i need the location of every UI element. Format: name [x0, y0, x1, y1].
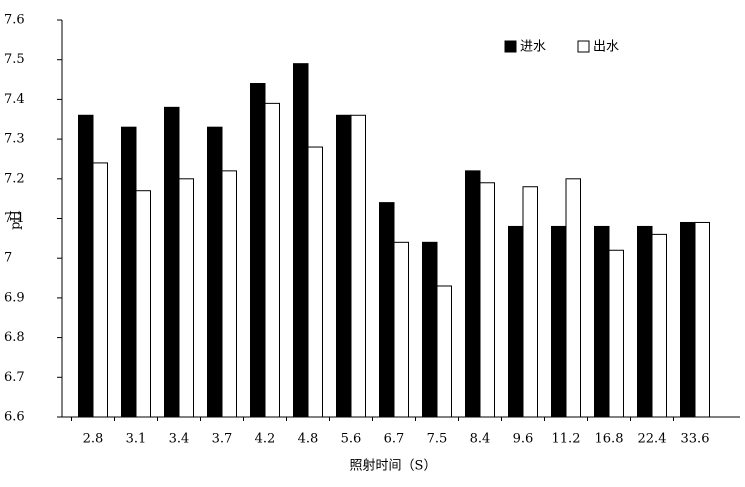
bar — [164, 106, 180, 418]
y-tick-label: 7.4 — [4, 92, 25, 107]
bar — [465, 170, 481, 418]
bar — [594, 225, 610, 418]
x-tick-label: 2.8 — [83, 432, 104, 447]
bar — [694, 221, 710, 418]
bar — [78, 114, 94, 418]
bar — [379, 202, 395, 418]
bar — [680, 221, 696, 418]
x-tick-label: 3.1 — [126, 432, 147, 447]
bar — [121, 126, 137, 418]
y-tick-label: 7.3 — [4, 132, 25, 147]
bar — [508, 225, 524, 418]
x-tick-label: 3.7 — [212, 432, 233, 447]
x-tick-label: 8.4 — [470, 432, 491, 447]
bar — [293, 63, 309, 418]
bar — [135, 190, 151, 418]
legend-label: 出水 — [593, 40, 619, 55]
y-tick-label: 6.8 — [4, 330, 25, 345]
x-tick-label: 7.5 — [427, 432, 448, 447]
bar — [608, 249, 624, 418]
x-tick-label: 33.6 — [681, 432, 710, 447]
y-tick-label: 6.9 — [4, 290, 25, 305]
y-tick-label: 7.1 — [4, 211, 25, 226]
legend-swatch — [504, 40, 517, 53]
bar — [637, 225, 653, 418]
bar — [336, 114, 352, 418]
bar — [178, 178, 194, 418]
bar — [393, 241, 409, 418]
x-tick-label: 11.2 — [552, 432, 581, 447]
x-tick-label: 6.7 — [384, 432, 405, 447]
y-tick-label: 7.5 — [4, 52, 25, 67]
x-tick-label: 4.8 — [298, 432, 319, 447]
legend-swatch — [577, 40, 590, 53]
bar — [207, 126, 223, 418]
bar — [565, 178, 581, 418]
x-tick-label: 3.4 — [169, 432, 190, 447]
x-tick-label: 5.6 — [341, 432, 362, 447]
bar — [651, 233, 667, 418]
bar — [307, 146, 323, 418]
bar — [221, 170, 237, 418]
y-tick-label: 7 — [4, 251, 12, 266]
y-tick-label: 6.6 — [4, 410, 25, 425]
bar — [250, 83, 266, 418]
x-tick-label: 9.6 — [513, 432, 534, 447]
legend-label: 进水 — [520, 40, 546, 55]
y-tick-label: 6.7 — [4, 370, 25, 385]
bar — [479, 182, 495, 418]
bar — [350, 114, 366, 418]
bar — [92, 162, 108, 418]
bar — [551, 225, 567, 418]
y-tick-label: 7.2 — [4, 171, 25, 186]
x-tick-label: 16.8 — [595, 432, 624, 447]
y-axis-title: pH — [9, 210, 24, 230]
bar — [522, 186, 538, 418]
bar — [436, 285, 452, 418]
x-tick-label: 22.4 — [638, 432, 667, 447]
bar — [264, 102, 280, 418]
x-axis-title: 照射时间（S） — [350, 458, 437, 474]
y-tick-label: 7.6 — [4, 13, 25, 28]
x-tick-label: 4.2 — [255, 432, 276, 447]
bar — [422, 241, 438, 418]
